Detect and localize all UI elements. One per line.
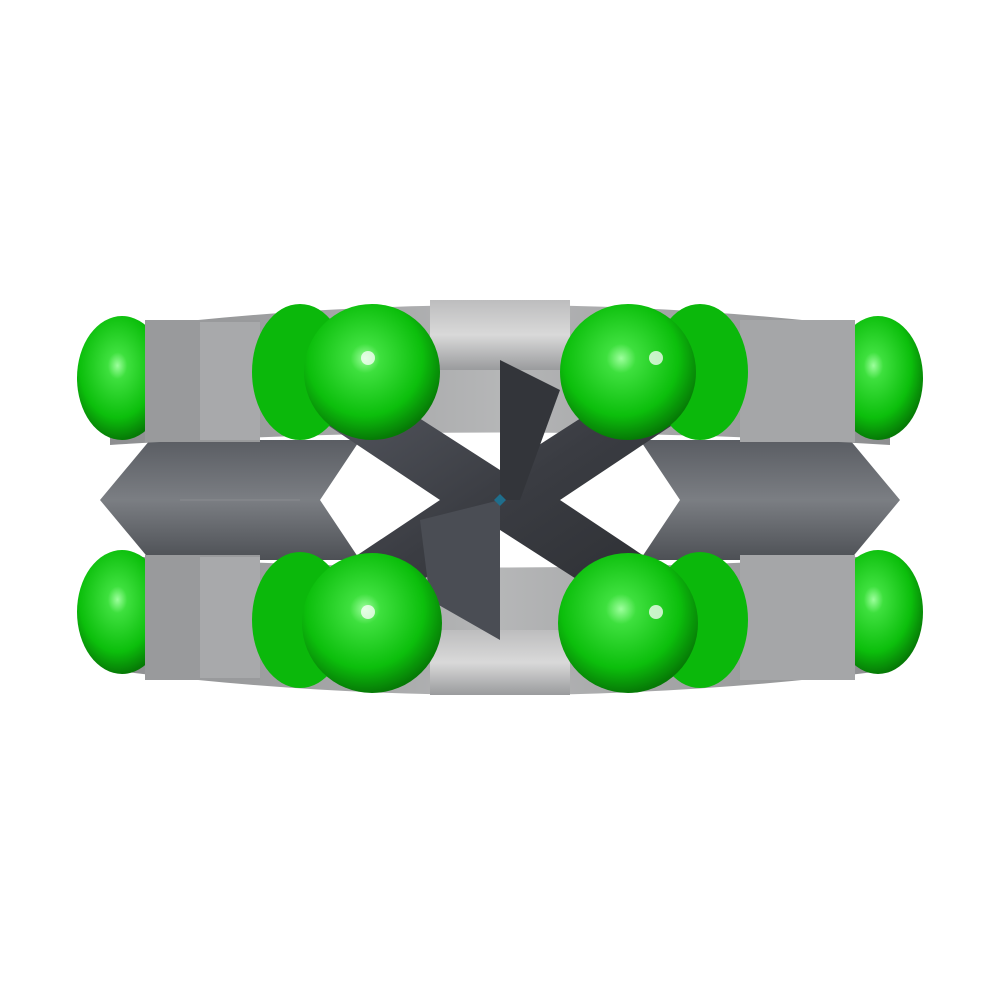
center-marker <box>494 494 506 506</box>
chlorine-atom-top-left <box>304 304 440 440</box>
carbon-blocks <box>145 320 855 680</box>
chlorine-atoms-front <box>302 304 698 693</box>
chlorine-atom-bottom-left <box>302 553 442 693</box>
left-gap <box>362 478 392 520</box>
chlorine-atom-top-right <box>560 304 696 440</box>
chlorine-atoms-outer <box>77 316 923 674</box>
left-bridge <box>100 440 360 560</box>
chlorine-atom-bottom-right <box>558 553 698 693</box>
highlights <box>361 351 663 619</box>
right-gap <box>606 480 638 520</box>
right-bridge <box>640 440 900 560</box>
